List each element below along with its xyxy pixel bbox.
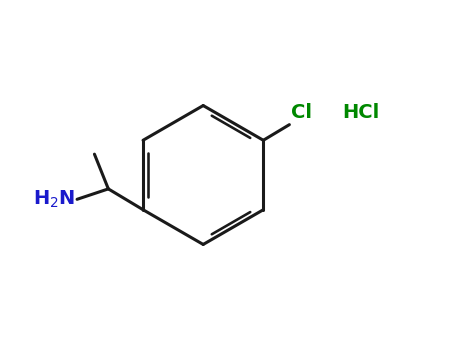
Text: Cl: Cl: [291, 103, 312, 122]
Text: HCl: HCl: [342, 103, 379, 122]
Text: H$_2$N: H$_2$N: [33, 189, 76, 210]
